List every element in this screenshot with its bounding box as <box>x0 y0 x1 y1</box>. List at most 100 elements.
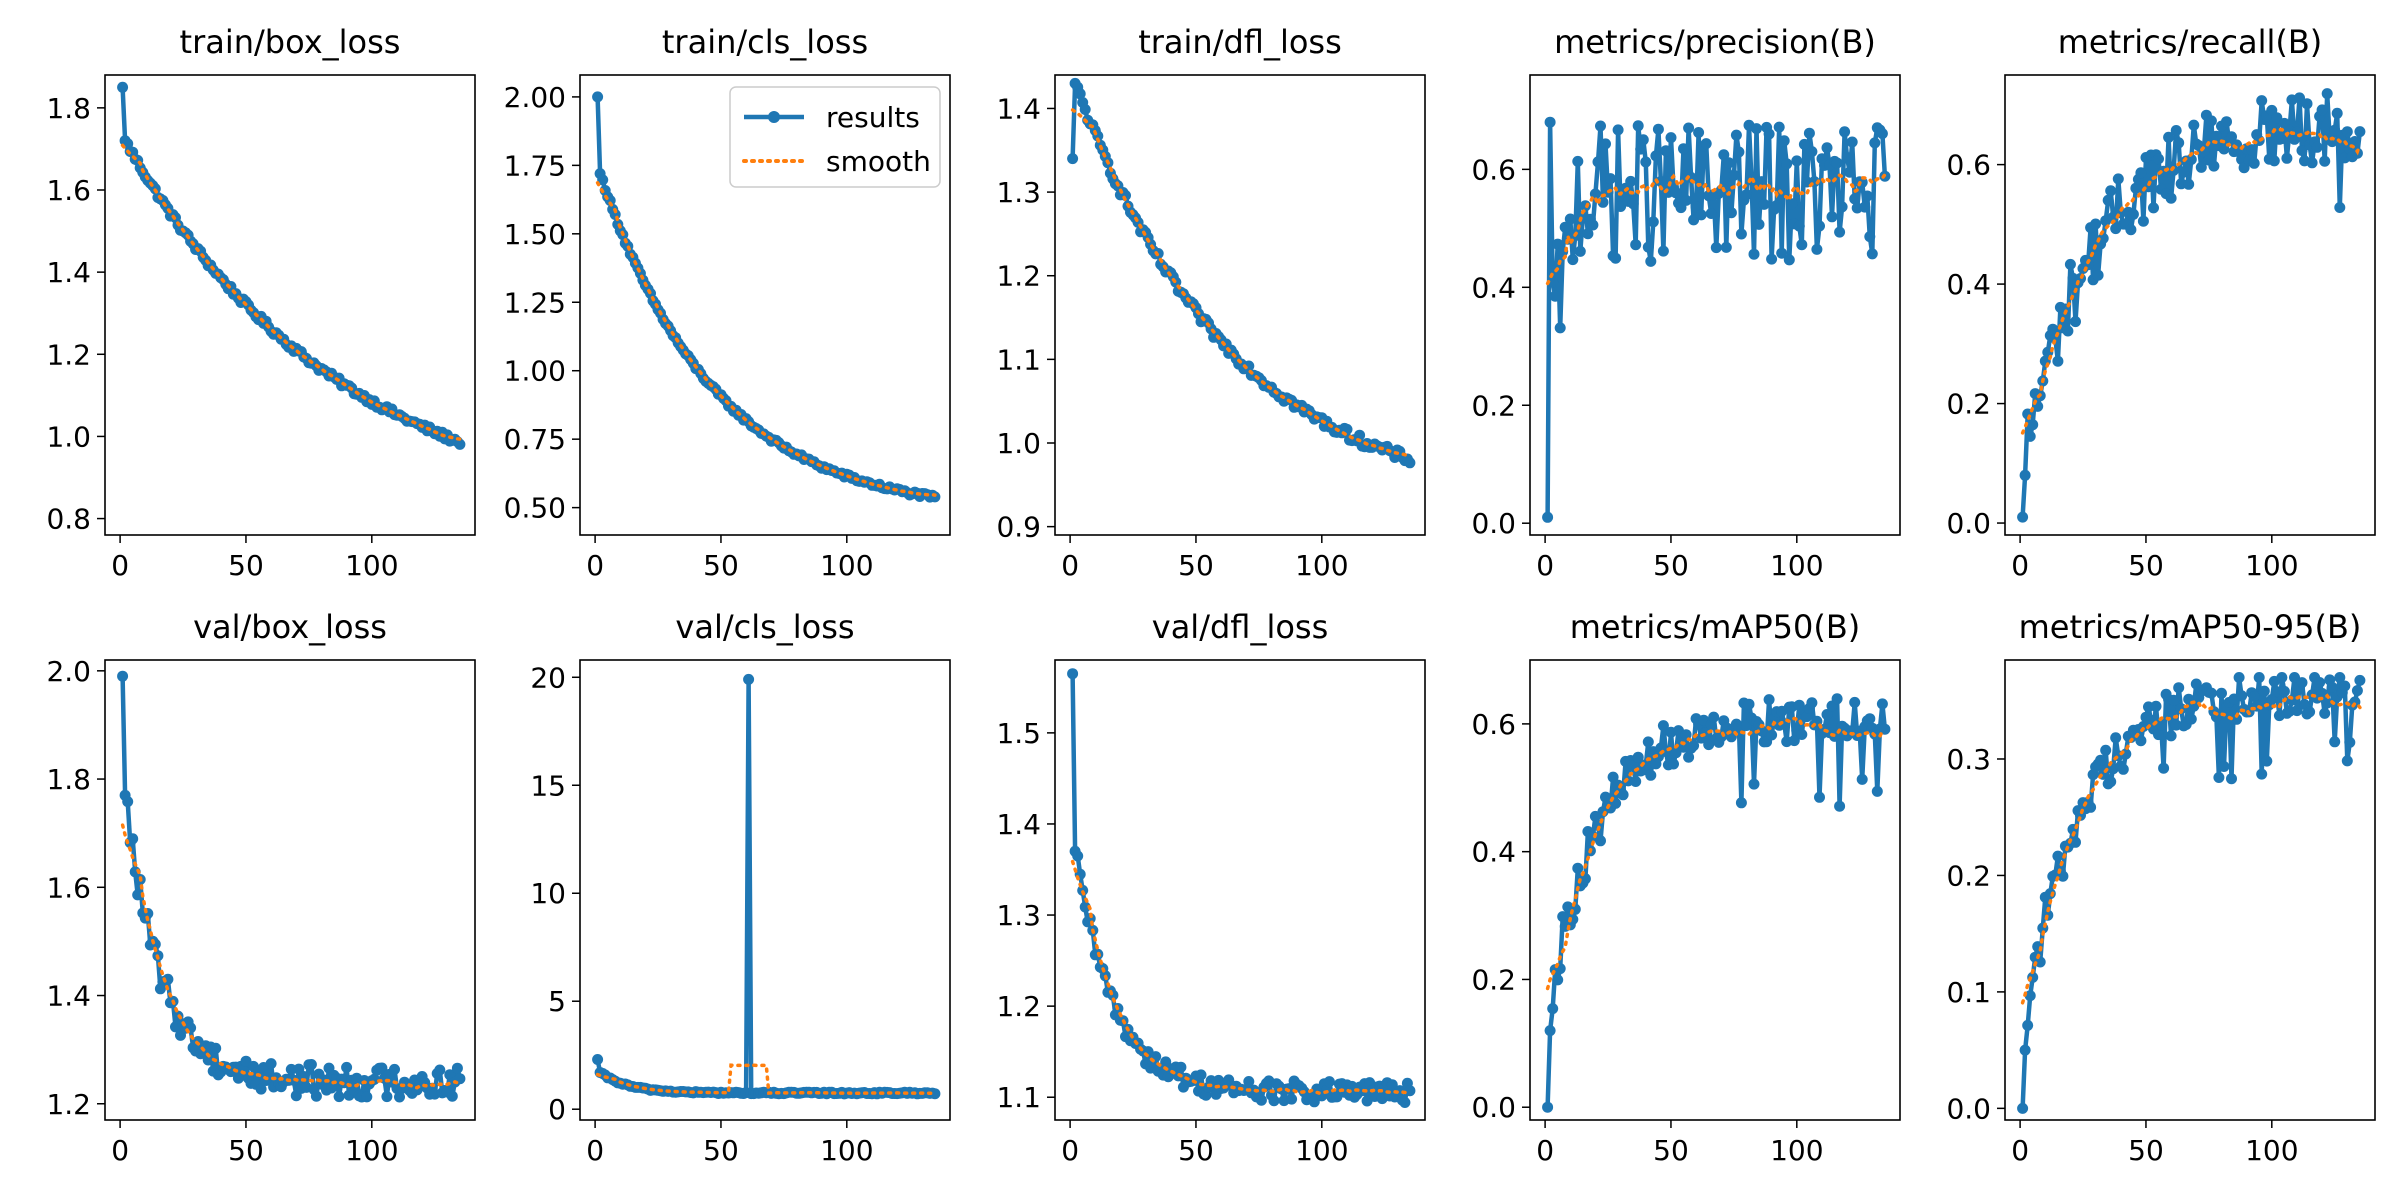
results-point <box>1635 143 1647 155</box>
y-tick-label: 0 <box>548 1093 566 1126</box>
results-point <box>2256 768 2268 780</box>
results-point <box>2153 153 2164 165</box>
subplot-title: train/cls_loss <box>662 23 868 61</box>
results-point <box>2024 990 2036 1002</box>
results-point <box>2150 700 2162 712</box>
results-point <box>1255 1094 1267 1106</box>
results-point <box>1637 134 1649 146</box>
smooth-series-line <box>595 181 937 497</box>
results-point <box>127 833 139 845</box>
results-point <box>2331 107 2343 119</box>
results-point <box>1605 173 1616 185</box>
results-point <box>597 174 609 186</box>
results-point <box>2165 192 2177 204</box>
results-point <box>2052 355 2064 367</box>
results-point <box>1688 740 1700 752</box>
results-point <box>1766 253 1778 265</box>
results-point <box>2233 672 2245 683</box>
results-point <box>1748 248 1760 260</box>
results-point <box>1778 135 1790 147</box>
axes-frame <box>104 659 476 1121</box>
x-tick-label: 100 <box>1295 1134 1348 1167</box>
results-point <box>1595 835 1606 847</box>
results-series-line <box>1545 696 1888 1108</box>
x-tick-label: 100 <box>345 549 398 582</box>
subplot-train-box-loss: train/box_loss 0.8 1.0 1.2 1.4 1.6 1.8 0 50 100 <box>46 23 476 582</box>
y-tick-label: 1.25 <box>504 286 566 319</box>
results-point <box>2319 707 2331 719</box>
results-point <box>1839 126 1851 138</box>
x-tick-label: 100 <box>1770 1134 1823 1167</box>
results-point <box>255 1083 267 1095</box>
legend-results-label: results <box>826 101 920 134</box>
results-point <box>1072 850 1084 862</box>
results-point <box>2135 167 2147 179</box>
results-point <box>2314 677 2326 688</box>
results-point <box>2095 754 2107 766</box>
results-point <box>1834 800 1846 812</box>
results-point <box>1552 974 1564 986</box>
results-point <box>2064 258 2076 270</box>
results-point <box>1404 457 1416 469</box>
y-tick-label: 1.6 <box>46 174 91 207</box>
y-tick-label: 1.4 <box>46 256 91 289</box>
x-tick-label: 100 <box>2245 549 2298 582</box>
results-point <box>265 1058 277 1070</box>
results-point <box>381 1091 393 1103</box>
subplot-title: metrics/mAP50(B) <box>1570 608 1861 646</box>
results-point <box>2205 115 2217 127</box>
results-point <box>1741 189 1752 201</box>
results-point <box>1864 231 1876 243</box>
results-point <box>1791 155 1803 167</box>
legend: results smooth <box>729 86 941 188</box>
smooth-series-line <box>2020 127 2362 435</box>
results-point <box>451 1062 463 1074</box>
results-point <box>1798 138 1810 150</box>
results-point <box>1723 157 1735 169</box>
results-point <box>2158 762 2170 774</box>
results-point <box>1864 713 1876 725</box>
y-tick-label: 0.2 <box>1471 963 1516 996</box>
results-point <box>2341 126 2353 138</box>
y-tick-label: 0.75 <box>504 423 566 456</box>
results-point <box>2349 136 2361 147</box>
results-point <box>1849 193 1861 205</box>
results-point <box>2213 772 2225 783</box>
results-point <box>1793 220 1805 232</box>
results-point <box>2258 685 2270 697</box>
x-tick-label: 50 <box>703 1134 739 1167</box>
results-point <box>394 1091 405 1103</box>
axes-frame <box>1529 659 1901 1121</box>
results-point <box>1645 255 1657 267</box>
results-point <box>1705 208 1717 219</box>
y-tick-label: 1.0 <box>46 420 91 453</box>
results-point <box>2316 104 2328 116</box>
results-point <box>2034 956 2046 968</box>
results-point <box>1725 207 1737 219</box>
results-point <box>1700 138 1712 150</box>
subplot-title: metrics/precision(B) <box>1554 23 1876 61</box>
y-tick-label: 1.2 <box>996 260 1041 293</box>
axes-frame <box>1054 659 1426 1121</box>
results-point <box>122 796 134 808</box>
results-point <box>1630 239 1642 251</box>
results-point <box>2341 755 2353 767</box>
results-point <box>592 91 604 103</box>
results-point <box>1067 668 1079 680</box>
results-point <box>2019 469 2031 481</box>
results-point <box>2024 430 2036 442</box>
results-point <box>1592 156 1604 168</box>
results-point <box>1735 797 1747 809</box>
results-point <box>1652 123 1664 135</box>
subplot-train-dfl-loss: train/dfl_loss 0.9 1.0 1.1 1.2 1.3 1.4 0 50 100 <box>996 23 1426 582</box>
results-point <box>2183 178 2195 190</box>
results-point <box>2070 836 2081 848</box>
results-point <box>1735 228 1747 240</box>
results-point <box>1544 116 1556 128</box>
results-point <box>2268 155 2280 167</box>
results-point <box>1756 176 1768 188</box>
results-point <box>1632 120 1644 132</box>
y-tick-label: 1.1 <box>996 1081 1041 1114</box>
results-point <box>1683 751 1695 763</box>
results-point <box>1846 136 1858 148</box>
